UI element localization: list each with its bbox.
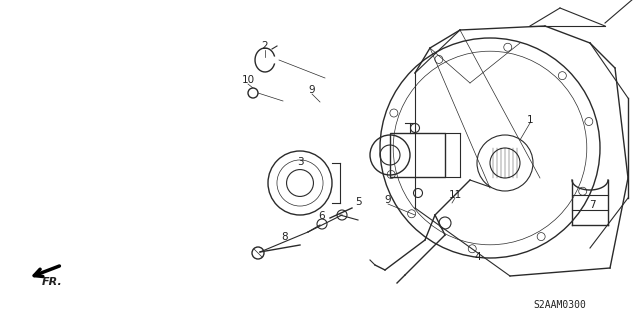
- Circle shape: [413, 189, 422, 197]
- Bar: [390, 133, 445, 177]
- Text: 6: 6: [319, 211, 325, 221]
- Text: FR.: FR.: [42, 277, 62, 287]
- Text: 4: 4: [475, 252, 481, 262]
- Circle shape: [410, 123, 419, 132]
- Text: 5: 5: [355, 197, 362, 207]
- Text: S2AAM0300: S2AAM0300: [534, 300, 586, 310]
- Text: 9: 9: [385, 195, 391, 205]
- Text: 11: 11: [449, 190, 461, 200]
- Text: 8: 8: [282, 232, 288, 242]
- Text: 10: 10: [241, 75, 255, 85]
- Text: 9: 9: [308, 85, 316, 95]
- Text: 3: 3: [297, 157, 303, 167]
- Text: 7: 7: [589, 200, 595, 210]
- Text: 2: 2: [262, 41, 268, 51]
- Text: 1: 1: [527, 115, 533, 125]
